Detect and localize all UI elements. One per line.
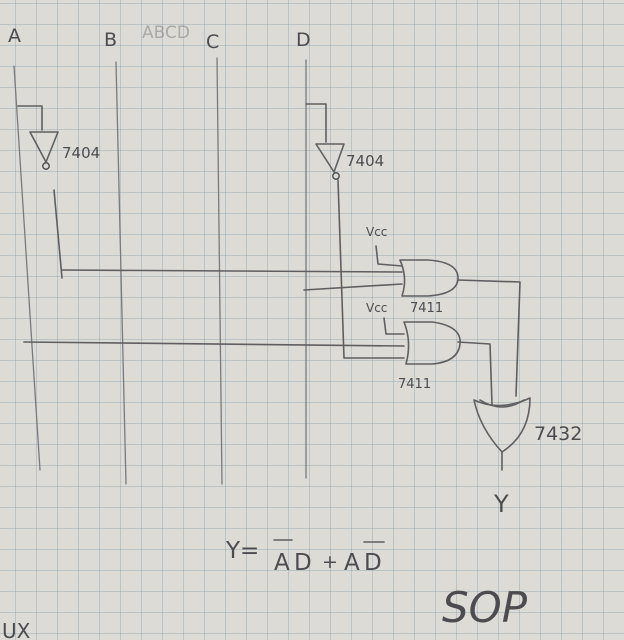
- or-gate-back-curve: [479, 399, 525, 408]
- and-top-input-a-not: [61, 269, 403, 273]
- and-bottom-chip-label: 7411: [398, 377, 431, 392]
- bus-line-a: [13, 65, 41, 471]
- vcc-top-label: Vcc: [366, 225, 387, 239]
- input-label-c: C: [206, 31, 219, 53]
- and-top-gate: [399, 259, 459, 297]
- edge-note: UX: [2, 619, 31, 640]
- not-a-output-wire: [53, 189, 63, 279]
- not-a-bubble: [42, 162, 50, 170]
- form-label: SOP: [442, 583, 528, 632]
- input-label-a: A: [8, 25, 21, 47]
- and-top-input-d: [303, 283, 403, 291]
- and-bottom-input-a: [23, 341, 405, 347]
- input-label-b: B: [104, 29, 117, 51]
- equation-plus: +: [322, 551, 338, 573]
- vcc-top-wire: [375, 245, 403, 267]
- not-a-gate: [29, 131, 59, 163]
- and-top-output-wire: [457, 279, 521, 397]
- and-bottom-gate: [403, 321, 461, 365]
- equation-term2-barred: D: [364, 550, 382, 576]
- vcc-bottom-label: Vcc: [366, 301, 387, 315]
- equation-term1-barred: A: [274, 550, 290, 576]
- input-label-d: D: [296, 29, 311, 51]
- not-d-output-wire: [337, 179, 405, 359]
- not-a-input-wire: [17, 105, 43, 131]
- equation-term2-plain: A: [344, 550, 360, 576]
- and-bottom-output-wire: [457, 341, 493, 405]
- equation-term1-rest: D: [294, 550, 312, 576]
- not-d-bubble: [332, 172, 340, 180]
- or-gate: [473, 397, 531, 453]
- not-d-gate: [315, 143, 345, 173]
- not-d-input-wire: [305, 103, 327, 143]
- vcc-bottom-wire: [383, 317, 405, 335]
- output-label: Y: [493, 490, 509, 518]
- not-d-chip-label: 7404: [346, 152, 384, 170]
- not-a-chip-label: 7404: [62, 144, 100, 162]
- bus-line-b: [115, 61, 127, 485]
- and-top-chip-label: 7411: [410, 301, 443, 316]
- or-chip-label: 7432: [534, 423, 582, 445]
- top-note: ABCD: [142, 23, 190, 43]
- equation-lhs: Y=: [225, 538, 259, 564]
